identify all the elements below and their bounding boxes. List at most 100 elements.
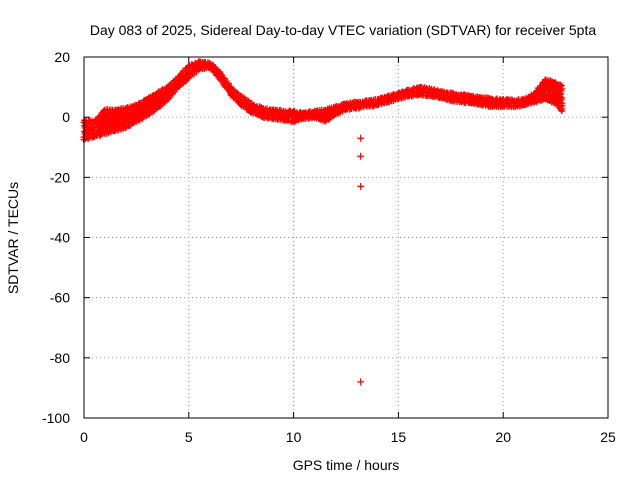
- data-point: [206, 64, 213, 71]
- data-point: [112, 106, 119, 113]
- data-point: [311, 114, 318, 121]
- data-point: [217, 76, 224, 83]
- data-point: [133, 118, 140, 125]
- data-point: [395, 96, 402, 103]
- data-point: [343, 106, 349, 113]
- data-point: [558, 108, 565, 115]
- band-marker: [165, 95, 172, 102]
- band-marker: [297, 108, 304, 115]
- data-point: [552, 100, 559, 107]
- outlier-point: [357, 134, 365, 142]
- data-point: [238, 93, 245, 100]
- data-point: [479, 94, 486, 101]
- band-marker: [151, 106, 158, 113]
- y-tick-label: -80: [50, 350, 70, 366]
- y-tick-label: -40: [50, 230, 70, 246]
- data-point: [112, 127, 119, 134]
- data-point: [175, 73, 182, 80]
- data-point: [521, 96, 528, 103]
- data-point: [91, 118, 98, 125]
- data-point: [185, 63, 192, 70]
- data-point: [343, 100, 349, 107]
- data-point: [510, 97, 517, 104]
- data-point: [437, 88, 444, 95]
- data-point: [248, 109, 255, 116]
- tick-labels: 0 5 10 15 20 25 -100 -80 -60 -40 -20 0 20: [42, 49, 616, 445]
- chart-title: Day 083 of 2025, Sidereal Day-to-day VTE…: [90, 22, 597, 38]
- y-tick-label: -20: [50, 169, 70, 185]
- data-point: [164, 84, 171, 91]
- data-point: [405, 93, 412, 100]
- y-tick-label: 0: [62, 109, 70, 125]
- data-point: [280, 108, 287, 115]
- data-point: [290, 118, 297, 125]
- y-axis-label: SDTVAR / TECUs: [5, 182, 21, 294]
- data-point: [238, 102, 245, 109]
- data-point: [458, 91, 465, 98]
- data-point: [384, 93, 391, 100]
- data-point: [259, 105, 266, 112]
- outlier-point: [357, 182, 365, 190]
- data-point: [447, 90, 454, 97]
- x-tick-label: 5: [185, 429, 193, 445]
- data-point: [500, 103, 507, 110]
- data-point: [196, 66, 203, 73]
- x-tick-label: 15: [391, 429, 407, 445]
- x-tick-label: 20: [495, 429, 511, 445]
- data-point: [552, 79, 559, 86]
- data-point: [164, 96, 171, 103]
- data-point: [133, 102, 140, 109]
- data-point: [458, 99, 465, 106]
- data-point: [542, 96, 549, 103]
- data-point: [248, 100, 255, 107]
- band-marker: [295, 117, 302, 124]
- data-point: [426, 85, 433, 92]
- data-point: [479, 102, 486, 109]
- data-point: [217, 69, 224, 76]
- data-point: [384, 99, 391, 106]
- data-point: [395, 90, 402, 97]
- data-point: [269, 106, 276, 113]
- data-point: [301, 109, 308, 116]
- data-point: [489, 103, 496, 110]
- axis-ticks: [83, 56, 609, 419]
- data-point: [510, 103, 517, 110]
- y-tick-label: 20: [54, 49, 70, 65]
- data-point: [489, 96, 496, 103]
- data-point: [437, 94, 444, 101]
- outlier-point: [357, 378, 365, 386]
- data-point: [468, 93, 475, 100]
- data-point: [521, 102, 528, 109]
- data-point: [332, 111, 339, 118]
- data-point: [426, 93, 433, 100]
- data-point: [143, 112, 150, 119]
- data-point: [468, 100, 475, 107]
- data-point: [175, 84, 182, 91]
- data-point: [196, 58, 203, 65]
- data-point: [374, 102, 381, 109]
- x-tick-label: 0: [80, 429, 88, 445]
- data-point: [531, 99, 538, 106]
- data-point: [363, 103, 370, 110]
- data-point: [269, 115, 276, 122]
- data-point: [154, 105, 161, 112]
- data-point: [143, 96, 150, 103]
- data-point: [405, 87, 412, 94]
- y-tick-label: -60: [50, 290, 70, 306]
- data-point: [290, 108, 297, 115]
- data-point: [154, 90, 161, 97]
- data-point: [531, 90, 538, 97]
- data-point: [91, 133, 98, 140]
- data-point: [416, 84, 423, 91]
- data-point: [122, 105, 129, 112]
- x-tick-label: 10: [286, 429, 302, 445]
- data-point: [332, 103, 339, 110]
- data-point: [416, 91, 423, 98]
- data-point: [259, 114, 266, 121]
- data-point: [322, 106, 329, 113]
- data-point: [185, 75, 192, 82]
- data-point: [227, 91, 234, 98]
- data-points: [81, 58, 565, 386]
- outlier-point: [357, 152, 365, 160]
